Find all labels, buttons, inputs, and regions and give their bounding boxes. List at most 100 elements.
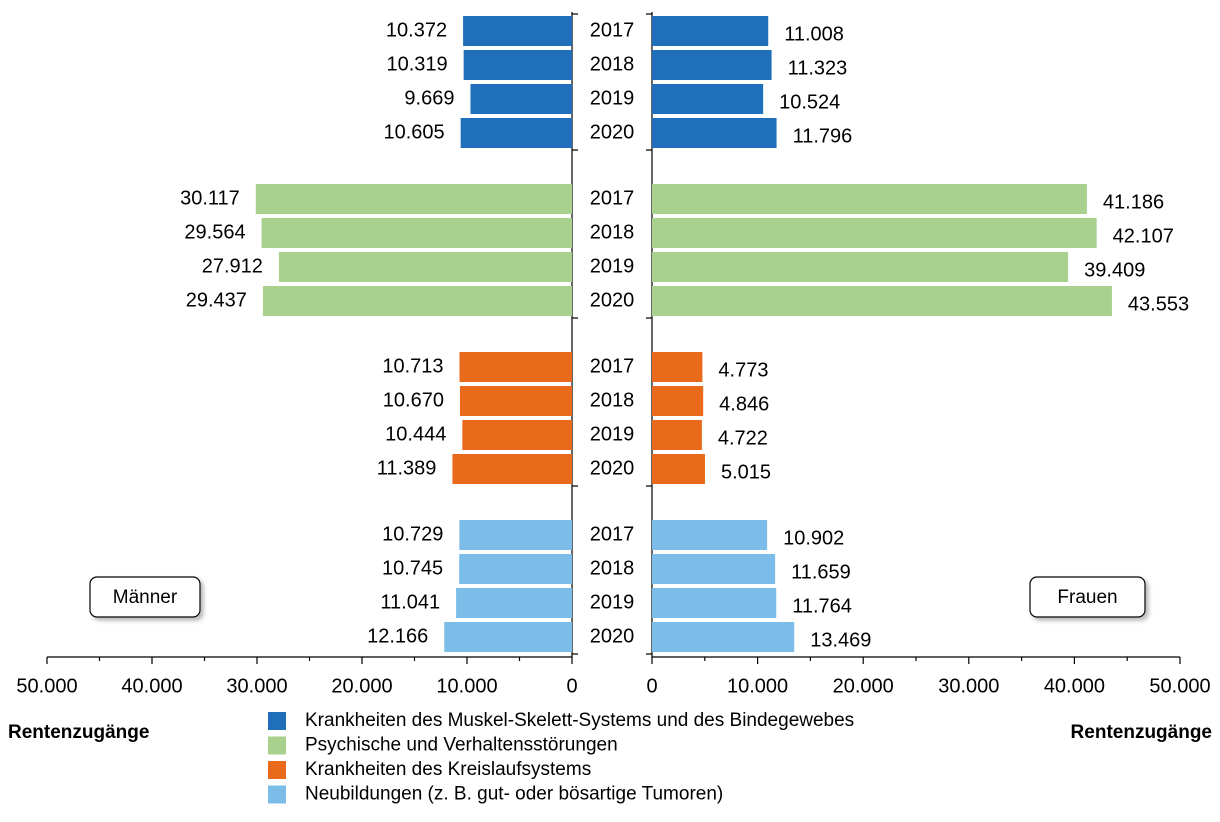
value-label: 9.669 (404, 87, 454, 109)
value-label: 29.437 (186, 289, 247, 311)
year-label: 2018 (590, 389, 635, 411)
x-axis-label: Rentenzugänge (8, 722, 149, 743)
value-label: 10.444 (385, 423, 446, 445)
bar (652, 554, 776, 584)
value-label: 42.107 (1113, 225, 1174, 247)
panel-box (89, 576, 201, 618)
year-label: 2017 (590, 19, 635, 41)
bar (652, 588, 777, 618)
year-label: 2019 (590, 423, 635, 445)
year-label: 2017 (590, 523, 635, 545)
bar (262, 286, 572, 316)
legend-swatch (268, 785, 286, 804)
value-label: 11.323 (788, 57, 848, 79)
bar (652, 16, 769, 46)
x-tick-label: 0 (566, 675, 577, 697)
panel-box (1029, 576, 1146, 618)
x-axis-label: Rentenzugänge (1071, 722, 1212, 743)
bar (652, 118, 777, 148)
bar (459, 520, 572, 550)
x-tick-label: 30.000 (226, 675, 287, 697)
bar (652, 420, 702, 450)
value-label: 11.008 (784, 23, 844, 45)
value-label: 10.902 (783, 527, 844, 549)
x-tick-label: 30.000 (938, 675, 999, 697)
value-label: 5.015 (721, 461, 771, 483)
value-label: 10.605 (383, 121, 444, 143)
value-label: 10.670 (383, 389, 444, 411)
value-label: 10.372 (386, 19, 447, 41)
x-tick-label: 10.000 (727, 675, 788, 697)
year-label: 2017 (590, 187, 635, 209)
legend-swatch (268, 712, 286, 730)
bar (652, 286, 1112, 316)
bar (652, 386, 704, 416)
bar (459, 352, 572, 382)
bar (652, 84, 764, 114)
year-label: 2020 (590, 289, 635, 311)
value-label: 43.553 (1128, 293, 1189, 315)
value-label: 11.041 (380, 591, 440, 613)
value-label: 12.166 (367, 625, 428, 647)
x-tick-label: 20.000 (833, 675, 894, 697)
x-tick-label: 50.000 (1149, 675, 1210, 697)
bar (652, 352, 703, 382)
value-label: 4.846 (719, 393, 769, 415)
x-tick-label: 0 (646, 675, 657, 697)
bar (652, 50, 772, 80)
bar (652, 252, 1069, 282)
bar (652, 454, 705, 484)
value-label: 10.524 (779, 91, 840, 113)
panel-label: Männer (113, 587, 178, 608)
value-label: 11.764 (792, 595, 852, 617)
x-tick-label: 40.000 (1044, 675, 1105, 697)
bar (460, 118, 572, 148)
x-tick-label: 10.000 (436, 675, 497, 697)
bar (456, 588, 572, 618)
value-label: 11.796 (793, 125, 853, 147)
legend-label: Psychische und Verhaltensstörungen (305, 735, 618, 756)
x-tick-label: 50.000 (16, 675, 77, 697)
value-label: 41.186 (1103, 191, 1164, 213)
year-label: 2019 (590, 255, 635, 277)
bar (463, 16, 572, 46)
bar (463, 50, 572, 80)
bar (452, 454, 572, 484)
value-label: 11.389 (377, 457, 437, 479)
bar (444, 622, 572, 652)
year-label: 2018 (590, 53, 635, 75)
bar (255, 184, 573, 214)
year-label: 2020 (590, 121, 635, 143)
year-label: 2020 (590, 625, 635, 647)
bar (470, 84, 572, 114)
value-label: 4.722 (718, 427, 768, 449)
legend-label: Krankheiten des Kreislaufsystems (305, 759, 591, 780)
year-label: 2019 (590, 87, 635, 109)
value-label: 10.319 (386, 53, 447, 75)
value-label: 30.117 (180, 187, 240, 209)
value-label: 39.409 (1084, 259, 1145, 281)
year-label: 2020 (590, 457, 635, 479)
bar (652, 218, 1097, 248)
value-label: 4.773 (718, 359, 768, 381)
legend-swatch (268, 736, 286, 755)
year-label: 2018 (590, 221, 635, 243)
bar (462, 420, 572, 450)
panel-label: Frauen (1057, 587, 1117, 608)
year-label: 2018 (590, 557, 635, 579)
x-tick-label: 40.000 (121, 675, 182, 697)
legend-label: Krankheiten des Muskel-Skelett-Systems u… (305, 710, 854, 731)
value-label: 29.564 (184, 221, 245, 243)
bar (459, 386, 572, 416)
bar (261, 218, 572, 248)
value-label: 11.659 (791, 561, 851, 583)
value-label: 27.912 (202, 255, 263, 277)
x-tick-label: 20.000 (331, 675, 392, 697)
value-label: 10.745 (382, 557, 443, 579)
bar (459, 554, 572, 584)
year-label: 2019 (590, 591, 635, 613)
legend-swatch (268, 761, 286, 779)
bar (652, 622, 795, 652)
value-label: 10.713 (382, 355, 443, 377)
